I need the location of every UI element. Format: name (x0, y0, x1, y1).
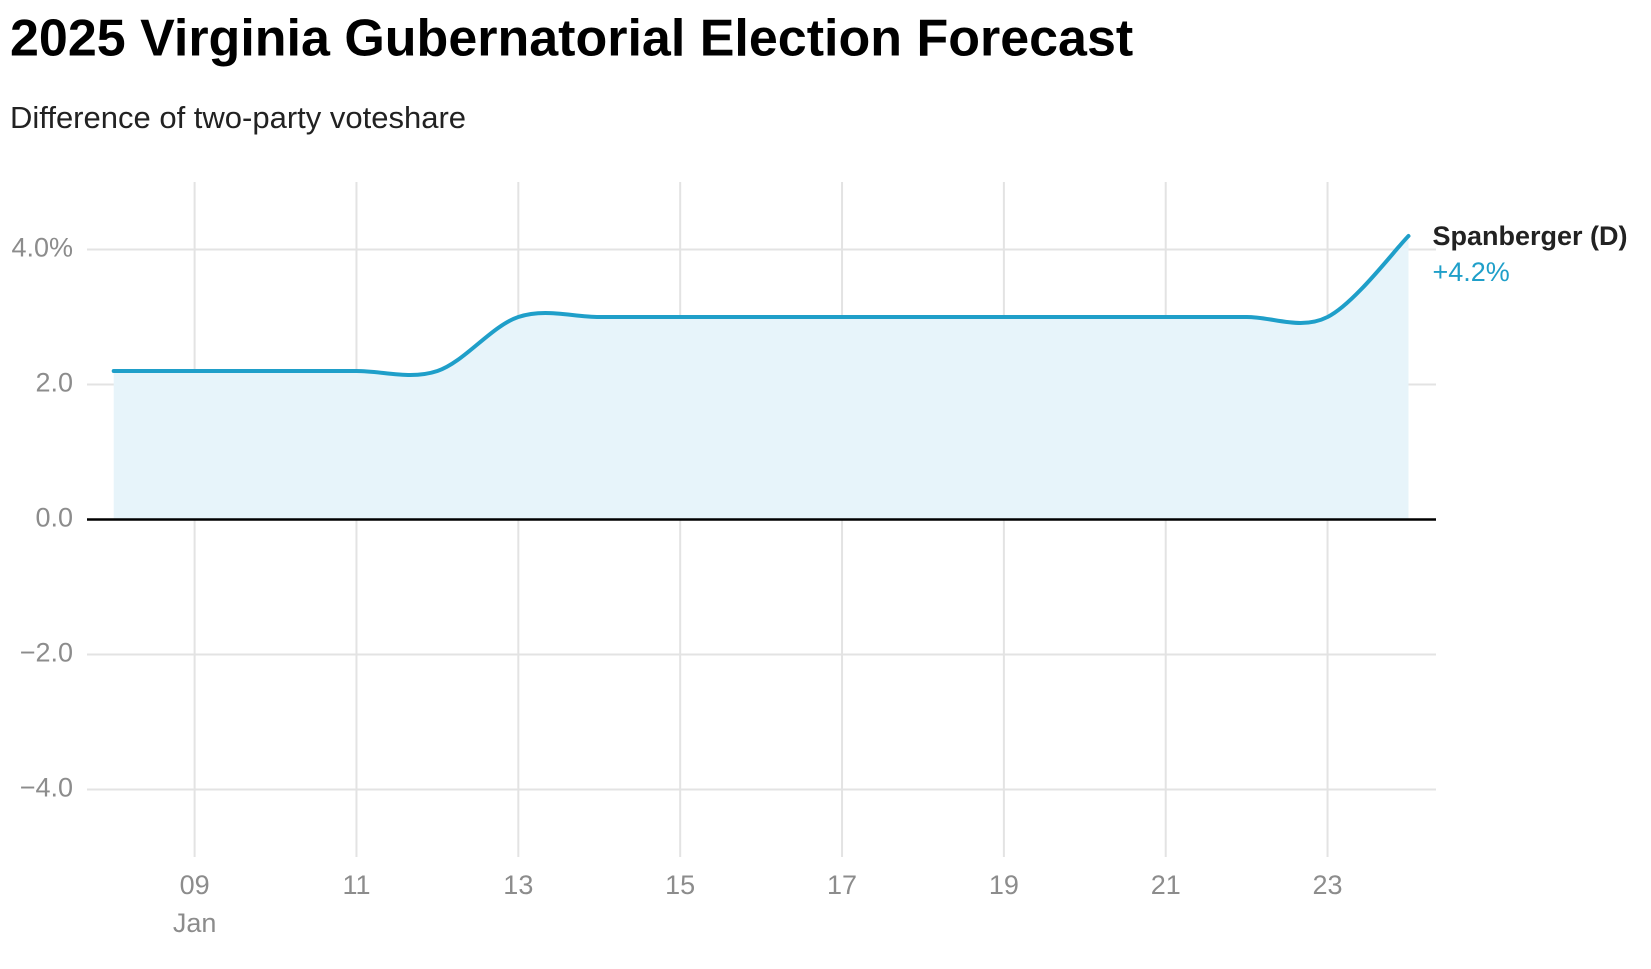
x-tick-label: 23 (1313, 870, 1343, 900)
value-label: +4.2% (1432, 257, 1509, 287)
chart-subtitle: Difference of two-party voteshare (10, 100, 466, 135)
chart-title: 2025 Virginia Gubernatorial Election For… (10, 10, 1133, 68)
y-tick-label: 4.0% (11, 233, 73, 263)
line (111, 234, 1411, 377)
y-tick-label: −2.0 (20, 638, 73, 668)
x-tick-label: 19 (989, 870, 1019, 900)
y-tick-label: −4.0 (20, 773, 73, 803)
y-tick-label: 0.0 (35, 503, 73, 533)
x-tick-label: 17 (827, 870, 857, 900)
legend-label: Spanberger (D) (1432, 221, 1627, 251)
x-tick-label: 13 (503, 870, 533, 900)
x-tick-label: 21 (1151, 870, 1181, 900)
x-tick-label: 15 (665, 870, 695, 900)
x-month-label: Jan (173, 908, 217, 938)
x-tick-label: 11 (342, 870, 370, 900)
area (113, 236, 1409, 520)
y-tick-label: 2.0 (35, 368, 73, 398)
x-tick-label: 09 (180, 870, 210, 900)
